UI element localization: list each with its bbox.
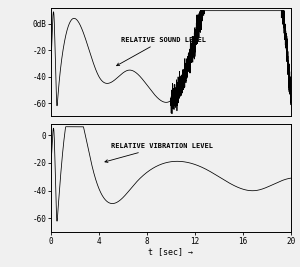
Text: RELATIVE VIBRATION LEVEL: RELATIVE VIBRATION LEVEL: [105, 143, 213, 162]
Text: RELATIVE SOUND LEVEL: RELATIVE SOUND LEVEL: [117, 37, 206, 66]
X-axis label: t [sec] →: t [sec] →: [148, 248, 194, 257]
